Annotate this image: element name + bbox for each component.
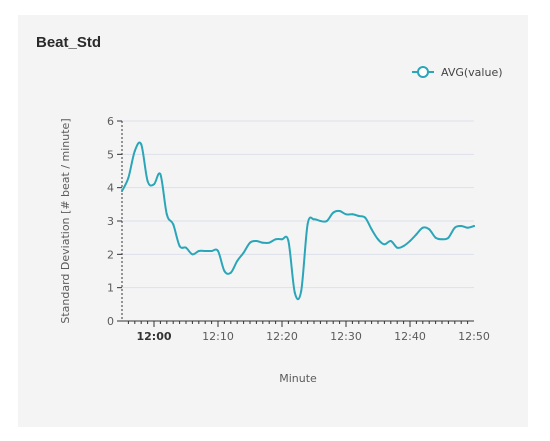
data-point	[293, 291, 296, 294]
data-point	[140, 143, 143, 146]
data-point	[306, 223, 309, 226]
data-point	[415, 233, 418, 236]
data-point	[127, 176, 130, 179]
data-point	[357, 215, 360, 217]
data-point	[249, 241, 251, 244]
series-layer	[121, 141, 475, 301]
data-point	[217, 250, 219, 252]
data-point	[370, 228, 373, 231]
y-axis-title: Standard Deviation [# beat / minute]	[59, 118, 72, 323]
data-point	[332, 211, 335, 214]
y-tick-label: 6	[107, 115, 114, 128]
y-tick-label: 5	[107, 148, 114, 161]
chart-axes	[117, 120, 474, 327]
x-tick-label: 12:10	[202, 330, 234, 343]
x-tick-label: 12:40	[394, 330, 426, 343]
data-point	[133, 150, 136, 152]
data-point	[210, 250, 213, 252]
y-tick-label: 2	[107, 248, 114, 261]
data-point	[255, 240, 258, 242]
data-point	[197, 250, 200, 252]
x-tick-label: 12:00	[136, 330, 171, 343]
data-point	[428, 228, 431, 231]
data-point	[447, 236, 450, 239]
data-point	[146, 180, 149, 182]
data-point	[402, 245, 405, 247]
x-tick-label: 12:50	[458, 330, 490, 343]
data-point	[223, 270, 226, 272]
panel-title: Beat_Std	[36, 34, 102, 51]
data-point	[274, 238, 277, 241]
x-tick-label: 12:30	[330, 330, 362, 343]
data-point	[453, 226, 456, 229]
data-point	[441, 238, 443, 241]
data-point	[383, 243, 386, 246]
data-point	[345, 213, 347, 216]
data-point	[191, 253, 194, 256]
y-tick-label: 4	[107, 182, 114, 195]
data-point	[364, 216, 367, 219]
data-point	[325, 220, 328, 222]
data-point	[287, 240, 290, 242]
data-point	[172, 223, 175, 226]
x-axis-title: Minute	[279, 372, 317, 385]
data-point	[281, 238, 283, 241]
y-tick-label: 3	[107, 215, 114, 228]
tick-labels: 0 1 2 3 4 5 6 12:00 12:10 12:20 12:30 12:40 12:50	[107, 115, 490, 343]
data-point	[377, 238, 379, 241]
data-point	[300, 290, 303, 292]
data-point	[313, 218, 315, 221]
legend-label: AVG(value)	[441, 66, 503, 79]
data-point	[396, 246, 399, 249]
data-point	[185, 246, 187, 249]
legend[interactable]: AVG(value)	[412, 66, 503, 79]
data-point	[236, 260, 239, 262]
data-point	[153, 183, 155, 186]
data-point	[242, 251, 245, 254]
data-point	[338, 210, 341, 212]
data-point	[268, 241, 271, 244]
data-point	[261, 241, 264, 244]
data-point	[319, 220, 322, 222]
data-point	[389, 240, 392, 242]
data-point	[165, 213, 168, 216]
data-point	[460, 225, 463, 227]
data-point	[434, 236, 437, 239]
data-point	[159, 173, 162, 176]
data-point	[178, 245, 181, 247]
data-point	[466, 226, 469, 229]
x-tick-label: 12:20	[266, 330, 298, 343]
data-point	[229, 271, 232, 274]
data-point	[121, 190, 123, 192]
data-point	[421, 226, 424, 229]
grid-lines	[122, 120, 474, 289]
data-point	[473, 225, 475, 227]
y-tick-label: 0	[107, 315, 114, 328]
data-point	[409, 240, 411, 242]
y-tick-label: 1	[107, 282, 114, 295]
data-point	[351, 213, 354, 216]
legend-marker-icon	[417, 66, 429, 78]
data-point	[204, 250, 207, 252]
